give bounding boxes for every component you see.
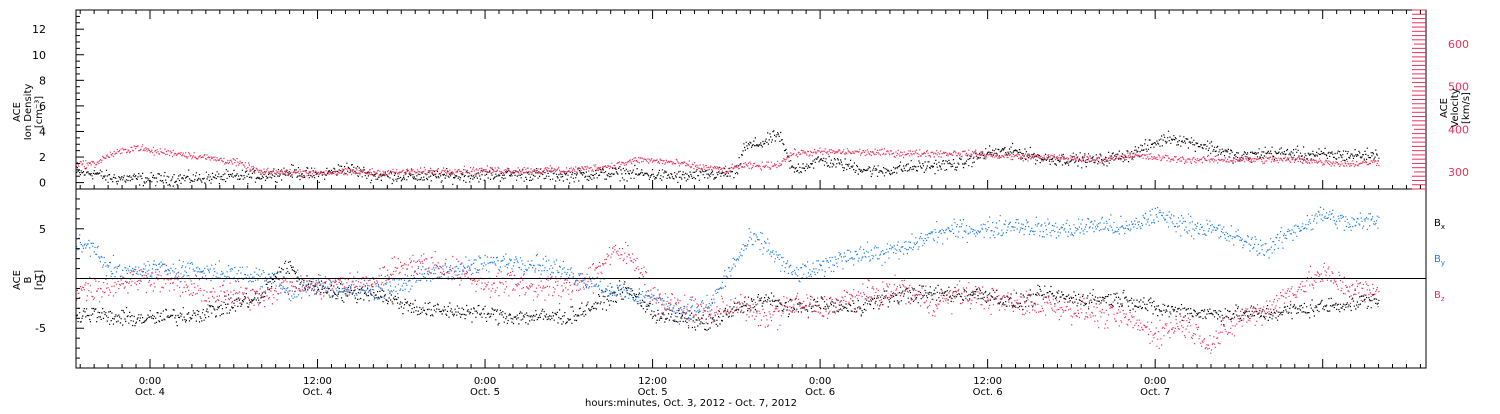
top-right-tick-label: 400 xyxy=(1448,123,1469,136)
x-axis-label: hours:minutes, Oct. 3, 2012 - Oct. 7, 20… xyxy=(585,398,797,409)
bottom-left-ylabel-line: [nT] xyxy=(34,270,45,290)
legend-Bz: Bz xyxy=(1434,290,1445,303)
top-right-ylabel-line: ACE xyxy=(1439,98,1450,118)
bottom-left-tick-label: 0 xyxy=(39,273,46,286)
top-panel-points xyxy=(76,130,1380,187)
top-left-tick-label: 4 xyxy=(39,125,46,138)
bottom-left-ylabel-line: B xyxy=(23,276,34,283)
x-tick-label-time: 12:00 xyxy=(303,376,332,387)
x-tick-label-date: Oct. 6 xyxy=(973,387,1003,398)
top-left-tick-label: 8 xyxy=(39,74,46,87)
x-tick-label-time: 0:00 xyxy=(809,376,831,387)
bottom-left-tick-label: 5 xyxy=(39,223,46,236)
legend-By: By xyxy=(1434,254,1445,267)
top-left-ylabel-line: ACE xyxy=(12,102,23,122)
x-tick-label-date: Oct. 4 xyxy=(303,387,333,398)
x-tick-label-time: 12:00 xyxy=(973,376,1002,387)
legend-subscript: z xyxy=(1441,295,1445,303)
bottom-series-Bx xyxy=(76,260,1380,331)
top-left-ylabel-line: Ion Density xyxy=(23,84,34,141)
top-right-tick-label: 600 xyxy=(1448,38,1469,51)
bottom-left-tick-label: -5 xyxy=(35,322,46,335)
bottom-series-Bz xyxy=(76,241,1380,354)
top-right-ylabel-line: [km/s] xyxy=(1461,92,1472,124)
x-tick-label-time: 0:00 xyxy=(139,376,161,387)
legend-Bx: Bx xyxy=(1434,218,1445,231)
top-series-pink xyxy=(76,144,1380,178)
top-series-black xyxy=(76,130,1380,187)
top-right-tick-label: 300 xyxy=(1448,166,1469,179)
top-left-tick-label: 10 xyxy=(32,49,46,62)
legend-subscript: x xyxy=(1441,223,1445,231)
top-left-ylabel: ACE Ion Density [cm⁻³] xyxy=(12,84,45,141)
legend-subscript: y xyxy=(1441,259,1445,267)
bottom-left-ylabel-line: ACE xyxy=(12,270,23,290)
bottom-series-By xyxy=(76,206,1380,321)
top-left-ylabel-line: [cm⁻³] xyxy=(34,96,45,128)
bottom-panel-points xyxy=(76,206,1380,354)
x-tick-label-time: 0:00 xyxy=(1144,376,1166,387)
x-tick-label-date: Oct. 4 xyxy=(135,387,165,398)
top-left-tick-label: 6 xyxy=(39,100,46,113)
bottom-left-ylabel: ACE B [nT] xyxy=(12,270,45,290)
top-right-ylabel-line: Velocity xyxy=(1450,88,1461,127)
x-tick-label-date: Oct. 5 xyxy=(470,387,500,398)
top-right-tick-label: 500 xyxy=(1448,81,1469,94)
x-tick-label-time: 0:00 xyxy=(474,376,496,387)
top-panel-frame xyxy=(75,9,1427,190)
top-right-ylabel: ACE Velocity [km/s] xyxy=(1439,88,1472,127)
top-left-tick-label: 12 xyxy=(32,23,46,36)
x-tick-label-date: Oct. 7 xyxy=(1140,387,1170,398)
x-tick-label-date: Oct. 5 xyxy=(638,387,668,398)
x-tick-label-date: Oct. 6 xyxy=(805,387,835,398)
top-left-tick-label: 0 xyxy=(39,177,46,190)
x-tick-label-time: 12:00 xyxy=(638,376,667,387)
top-left-tick-label: 2 xyxy=(39,151,46,164)
